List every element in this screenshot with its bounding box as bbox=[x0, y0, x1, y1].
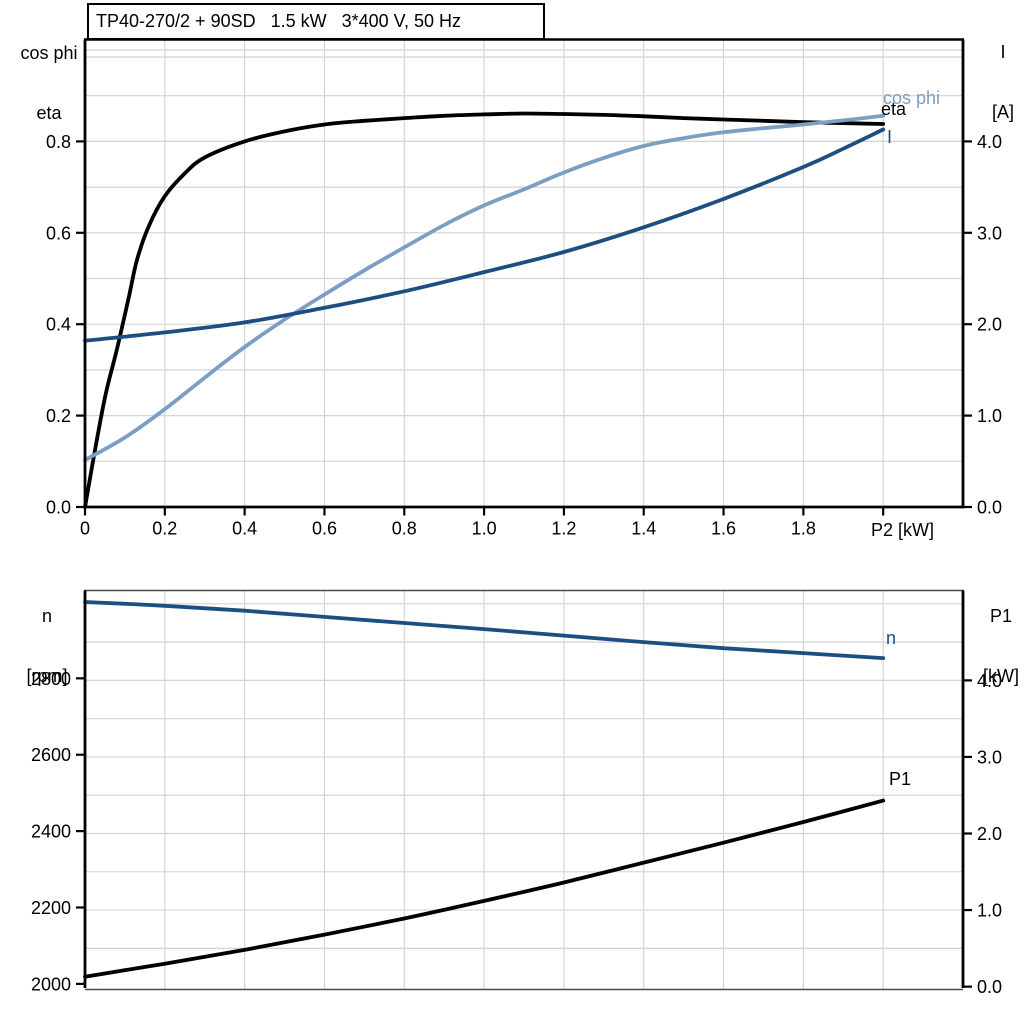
left-axis-tick-label: 2600 bbox=[31, 745, 71, 765]
x-axis-tick-label: 1.6 bbox=[711, 519, 736, 539]
bottom-chart-curve-p1 bbox=[83, 798, 886, 979]
curve-label-current: I bbox=[887, 127, 893, 147]
top-chart-gridlines bbox=[85, 39, 963, 507]
right-axis-tick-label: 1.0 bbox=[977, 901, 1002, 921]
bottom-chart: 2000 2200 2400 2600 2800 0.0 1.0 2.0 3.0 4.0 bbox=[31, 589, 1002, 997]
left-axis-tick-label: 0.2 bbox=[46, 406, 71, 426]
x-axis-tick-label: 1.0 bbox=[472, 519, 497, 539]
x-axis-tick-label: 1.2 bbox=[551, 519, 576, 539]
right-axis-tick-label: 0.0 bbox=[977, 498, 1002, 518]
x-axis-tick-label: 1.8 bbox=[791, 519, 816, 539]
chart-title-box: TP40-270/2 + 90SD 1.5 kW 3*400 V, 50 Hz bbox=[87, 3, 545, 40]
bottom-chart-axes bbox=[83, 589, 965, 991]
top-chart-ticks: 0.0 0.2 0.4 0.6 0.8 0.0 1.0 2.0 3.0 4.0 0 0.2 0.4 0.6… bbox=[46, 132, 1002, 539]
left-axis-tick-label: 0.4 bbox=[46, 315, 71, 335]
bottom-left-axis-title: n [rpm] bbox=[18, 566, 76, 726]
x-axis-tick-label: 0.4 bbox=[232, 519, 257, 539]
right-axis-tick-label: 1.0 bbox=[977, 406, 1002, 426]
curve-label-cos-phi: cos phi bbox=[883, 88, 941, 108]
bottom-right-axis-title: P1 [kW] bbox=[975, 566, 1024, 726]
bottom-right-axis-title-line2: [kW] bbox=[983, 666, 1019, 686]
top-chart-curve-eta bbox=[83, 111, 886, 509]
top-left-axis-title-line2: eta bbox=[36, 103, 62, 123]
x-axis-tick-label: 0 bbox=[80, 519, 90, 539]
right-axis-tick-label: 2.0 bbox=[977, 315, 1002, 335]
right-axis-tick-label: 4.0 bbox=[977, 671, 1002, 691]
left-axis-tick-label: 2400 bbox=[31, 822, 71, 842]
left-axis-tick-label: 2000 bbox=[31, 974, 71, 994]
x-axis-tick-label: 0.2 bbox=[152, 519, 177, 539]
bottom-right-axis-title-line1: P1 bbox=[989, 606, 1013, 626]
right-axis-tick-label: 3.0 bbox=[977, 747, 1002, 767]
bottom-chart-curve-n bbox=[83, 600, 886, 660]
top-chart-axes bbox=[83, 38, 965, 509]
bottom-chart-gridlines bbox=[85, 590, 963, 990]
right-axis-tick-label: 0.0 bbox=[977, 977, 1002, 997]
left-axis-tick-label: 0.6 bbox=[46, 223, 71, 243]
curve-label-eta: eta bbox=[881, 99, 907, 119]
top-left-axis-title: cos phi eta bbox=[16, 3, 82, 163]
bottom-left-axis-title-line1: n bbox=[41, 606, 52, 626]
top-right-axis-title: I [A] bbox=[978, 2, 1024, 162]
top-chart: 0.0 0.2 0.4 0.6 0.8 0.0 1.0 2.0 3.0 4.0 0 0.2 0.4 0.6… bbox=[46, 38, 1002, 539]
right-axis-tick-label: 4.0 bbox=[977, 132, 1002, 152]
top-right-axis-title-line2: [A] bbox=[991, 102, 1014, 122]
x-axis-tick-label: 1.4 bbox=[631, 519, 656, 539]
top-chart-series bbox=[83, 111, 886, 509]
bottom-chart-series bbox=[83, 600, 886, 979]
top-right-axis-title-line1: I bbox=[1000, 42, 1006, 62]
curve-label-power-in: P1 bbox=[889, 769, 912, 789]
x-axis-tick-label: 0.6 bbox=[312, 519, 337, 539]
top-chart-curve-cos-phi bbox=[83, 113, 886, 462]
bottom-left-axis-title-line2: [rpm] bbox=[26, 666, 68, 686]
x-axis-title: P2 [kW] bbox=[871, 520, 935, 540]
left-axis-tick-label: 0.8 bbox=[46, 132, 71, 152]
bottom-chart-ticks: 2000 2200 2400 2600 2800 0.0 1.0 2.0 3.0 4.0 bbox=[31, 669, 1002, 997]
curve-label-speed: n bbox=[886, 628, 897, 648]
x-axis-tick-label: 0.8 bbox=[392, 519, 417, 539]
top-left-axis-title-line1: cos phi bbox=[20, 43, 78, 63]
left-axis-tick-label: 2800 bbox=[31, 669, 71, 689]
left-axis-tick-label: 2200 bbox=[31, 898, 71, 918]
chart-title: TP40-270/2 + 90SD 1.5 kW 3*400 V, 50 Hz bbox=[96, 11, 462, 31]
right-axis-tick-label: 2.0 bbox=[977, 824, 1002, 844]
left-axis-tick-label: 0.0 bbox=[46, 498, 71, 518]
right-axis-tick-label: 3.0 bbox=[977, 223, 1002, 243]
top-chart-curve-i bbox=[83, 127, 886, 343]
